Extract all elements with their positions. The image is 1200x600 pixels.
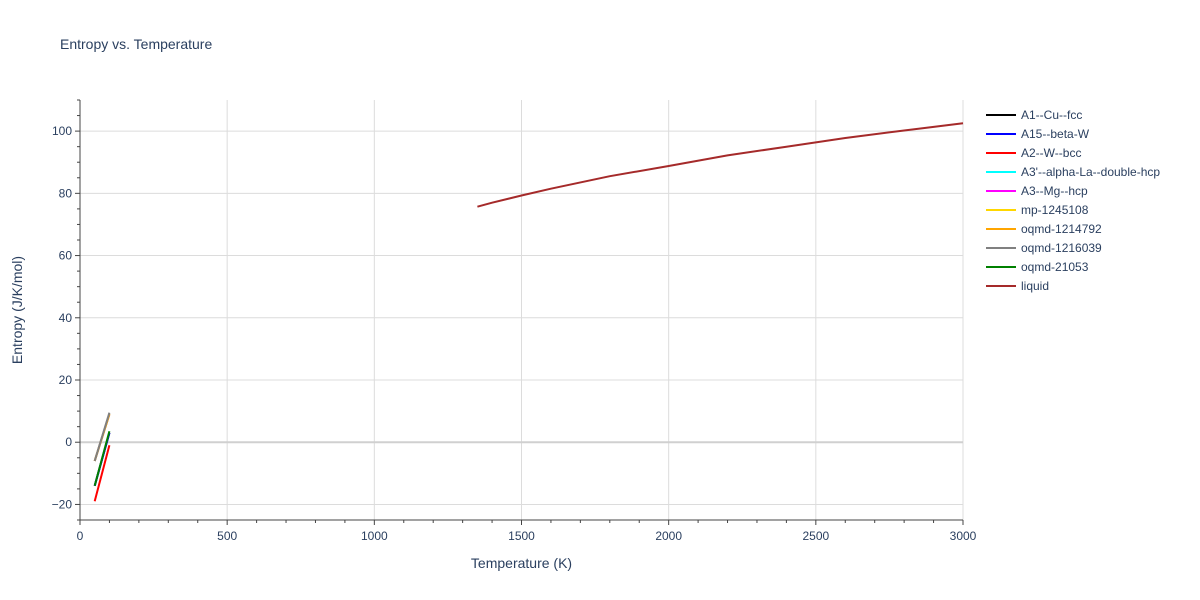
y-tick-label: 20 — [59, 373, 73, 387]
x-tick-label: 1000 — [361, 529, 388, 543]
y-tick-label: 40 — [59, 311, 73, 325]
x-tick-label: 500 — [217, 529, 237, 543]
y-tick-label: 100 — [52, 124, 72, 138]
y-tick-label: −20 — [52, 497, 73, 511]
series-line-A2--W--bcc — [93, 445, 111, 502]
axes — [75, 99, 964, 525]
legend-item-A15--beta-W[interactable]: A15--beta-W — [986, 127, 1090, 141]
y-tick-label: 0 — [65, 435, 72, 449]
grid-lines — [80, 100, 964, 520]
legend-label: A15--beta-W — [1021, 127, 1090, 141]
legend-label: A3--Mg--hcp — [1021, 184, 1088, 198]
y-tick-label: 60 — [59, 249, 73, 263]
x-axis-title: Temperature (K) — [471, 555, 572, 571]
legend-item-A3--Mg--hcp[interactable]: A3--Mg--hcp — [986, 184, 1088, 198]
legend-item-liquid[interactable]: liquid — [986, 279, 1049, 293]
series-line-oqmd-1216039 — [93, 412, 111, 462]
series-line-liquid — [477, 122, 964, 208]
y-tick-label: 80 — [59, 186, 73, 200]
legend-item-oqmd-1214792[interactable]: oqmd-1214792 — [986, 222, 1102, 236]
legend-label: A2--W--bcc — [1021, 146, 1081, 160]
legend-item-A3'--alpha-La--double-hcp[interactable]: A3'--alpha-La--double-hcp — [986, 165, 1160, 179]
legend-label: oqmd-1216039 — [1021, 241, 1102, 255]
legend-item-oqmd-1216039[interactable]: oqmd-1216039 — [986, 241, 1102, 255]
chart-title: Entropy vs. Temperature — [60, 36, 213, 52]
series-line-oqmd-21053 — [93, 431, 111, 487]
legend-label: oqmd-1214792 — [1021, 222, 1102, 236]
legend[interactable]: A1--Cu--fcc A15--beta-W A2--W--bcc A3'--alp… — [986, 108, 1160, 293]
legend-label: mp-1245108 — [1021, 203, 1089, 217]
series-layer — [93, 122, 964, 502]
tick-labels: 0 500 1000 1500 2000 2500 3000 −20 0 20 40 60 80 100 — [52, 124, 977, 543]
legend-label: A3'--alpha-La--double-hcp — [1021, 165, 1160, 179]
legend-label: oqmd-21053 — [1021, 260, 1089, 274]
x-tick-label: 0 — [77, 529, 84, 543]
x-tick-label: 2000 — [655, 529, 682, 543]
legend-item-A1--Cu--fcc[interactable]: A1--Cu--fcc — [986, 108, 1082, 122]
x-tick-label: 1500 — [508, 529, 535, 543]
y-axis-title: Entropy (J/K/mol) — [9, 256, 25, 364]
x-tick-label: 2500 — [802, 529, 829, 543]
legend-item-A2--W--bcc[interactable]: A2--W--bcc — [986, 146, 1081, 160]
legend-label: A1--Cu--fcc — [1021, 108, 1082, 122]
legend-item-mp-1245108[interactable]: mp-1245108 — [986, 203, 1089, 217]
x-tick-label: 3000 — [950, 529, 977, 543]
legend-item-oqmd-21053[interactable]: oqmd-21053 — [986, 260, 1089, 274]
legend-label: liquid — [1021, 279, 1049, 293]
